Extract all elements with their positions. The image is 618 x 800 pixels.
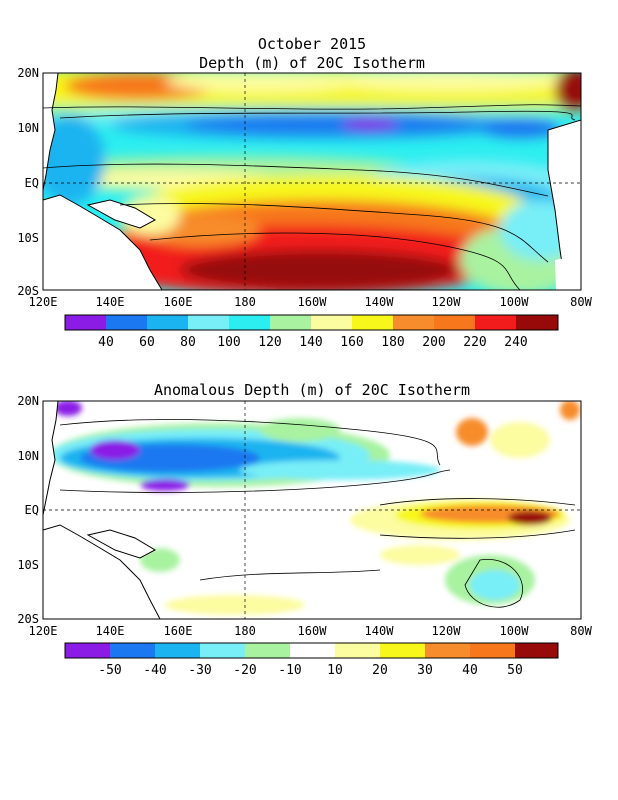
top-colorbar-label: 60 — [139, 335, 155, 350]
bottom-colorbar-swatch — [515, 643, 558, 658]
top-lat-label: EQ — [25, 176, 39, 190]
bottom-gridlines — [43, 401, 581, 619]
bottom-lat-label: 10S — [17, 558, 39, 572]
bottom-title: Anomalous Depth (m) of 20C Isotherm — [154, 381, 470, 399]
top-colorbar-swatch — [393, 315, 434, 330]
top-lat-axis: 20N 10N EQ 10S 20S — [17, 66, 39, 298]
bottom-colorbar-swatch — [380, 643, 425, 658]
top-colorbar-label: 200 — [422, 335, 445, 350]
bottom-land — [43, 401, 161, 619]
bottom-lon-label: 80W — [570, 624, 592, 638]
top-colorbar-swatch — [475, 315, 516, 330]
bottom-colorbar-label: -30 — [188, 663, 211, 678]
bottom-lon-label: 120E — [29, 624, 58, 638]
top-lon-label: 140E — [96, 295, 125, 309]
bottom-lat-axis: 20N 10N EQ 10S 20S — [17, 394, 39, 626]
top-colorbar-label: 120 — [258, 335, 281, 350]
top-lon-label: 140W — [365, 295, 395, 309]
bottom-lon-label: 180 — [234, 624, 256, 638]
top-colorbar-swatch — [434, 315, 475, 330]
bottom-colorbar-swatch — [470, 643, 515, 658]
top-lon-label: 160E — [164, 295, 193, 309]
bottom-colorbar-swatch — [200, 643, 245, 658]
bottom-lon-label: 140W — [365, 624, 395, 638]
bottom-lon-label: 120W — [432, 624, 462, 638]
bottom-colorbar-swatch — [110, 643, 155, 658]
bottom-colorbar-swatch — [245, 643, 290, 658]
bottom-lat-label: 20N — [17, 394, 39, 408]
top-colorbar-label: 240 — [504, 335, 527, 350]
top-lon-label: 180 — [234, 295, 256, 309]
top-colorbar-label: 100 — [217, 335, 240, 350]
bottom-lon-label: 160W — [298, 624, 328, 638]
bottom-colorbar-label: -20 — [233, 663, 256, 678]
bottom-lon-label: 160E — [164, 624, 193, 638]
top-contours — [43, 104, 581, 290]
top-colorbar-swatch — [352, 315, 393, 330]
bottom-lat-label: EQ — [25, 503, 39, 517]
bottom-colorbar-label: 50 — [507, 663, 523, 678]
bottom-colorbar-swatch — [155, 643, 200, 658]
top-depth-field — [43, 73, 581, 290]
top-panel: October 2015 Depth (m) of 20C Isotherm — [17, 35, 593, 350]
top-colorbar-label: 160 — [340, 335, 363, 350]
bottom-colorbar-label: 10 — [327, 663, 343, 678]
top-colorbar-swatch — [147, 315, 188, 330]
bottom-panel: Anomalous Depth (m) of 20C Isotherm — [17, 381, 592, 678]
top-colorbar-label: 180 — [381, 335, 404, 350]
bottom-lon-label: 100W — [500, 624, 530, 638]
bottom-colorbar-label: -50 — [98, 663, 121, 678]
top-colorbar-swatch — [65, 315, 106, 330]
top-lat-label: 20S — [17, 284, 39, 298]
top-title-line1: October 2015 — [258, 35, 366, 53]
top-lat-label: 20N — [17, 66, 39, 80]
top-land — [43, 73, 581, 290]
bottom-colorbar-swatch — [290, 643, 335, 658]
top-lon-label: 100W — [500, 295, 530, 309]
top-colorbar-label: 220 — [463, 335, 486, 350]
bottom-colorbar-label: -40 — [143, 663, 166, 678]
bottom-colorbar-label: 40 — [462, 663, 478, 678]
bottom-colorbar-label: 30 — [417, 663, 433, 678]
bottom-colorbar-label: -10 — [278, 663, 301, 678]
top-lon-axis: 120E 140E 160E 180 160W 140W 120W 100W 8… — [29, 295, 593, 309]
top-colorbar-label: 80 — [180, 335, 196, 350]
top-colorbar-swatch — [311, 315, 352, 330]
top-colorbar-label: 40 — [98, 335, 114, 350]
top-lon-label: 120E — [29, 295, 58, 309]
top-colorbar-swatch — [188, 315, 229, 330]
bottom-lat-label: 10N — [17, 449, 39, 463]
bottom-contours — [59, 419, 576, 608]
top-gridlines — [43, 73, 581, 290]
bottom-anomaly-field — [43, 401, 581, 619]
bottom-lat-label: 20S — [17, 612, 39, 626]
top-colorbar: 40 60 80 100 120 140 160 180 200 220 240 — [64, 314, 559, 350]
top-lon-label: 160W — [298, 295, 328, 309]
top-lat-label: 10S — [17, 231, 39, 245]
top-colorbar-swatch — [229, 315, 270, 330]
top-lon-label: 120W — [432, 295, 462, 309]
top-colorbar-label: 140 — [299, 335, 322, 350]
bottom-lon-label: 140E — [96, 624, 125, 638]
top-title-line2: Depth (m) of 20C Isotherm — [199, 54, 425, 72]
top-colorbar-swatch — [516, 315, 558, 330]
bottom-colorbar-swatch — [335, 643, 380, 658]
top-map-frame — [42, 72, 582, 291]
bottom-lon-axis: 120E 140E 160E 180 160W 140W 120W 100W 8… — [29, 624, 593, 638]
bottom-colorbar-swatch — [65, 643, 110, 658]
bottom-map-frame — [42, 400, 582, 620]
top-colorbar-swatch — [106, 315, 147, 330]
bottom-colorbar-label: 20 — [372, 663, 388, 678]
bottom-colorbar-swatch — [425, 643, 470, 658]
top-lon-label: 80W — [570, 295, 592, 309]
top-lat-label: 10N — [17, 121, 39, 135]
bottom-colorbar: -50 -40 -30 -20 -10 10 20 30 40 50 — [64, 642, 559, 678]
top-colorbar-swatch — [270, 315, 311, 330]
